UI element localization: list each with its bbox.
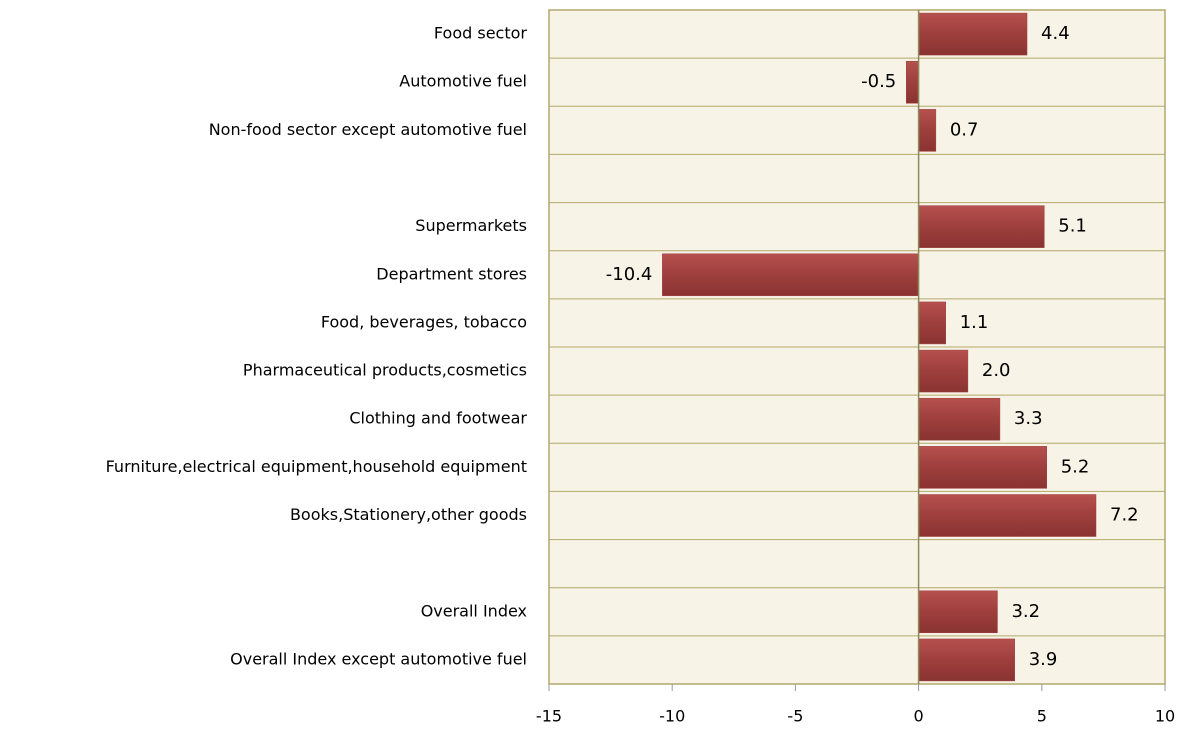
bar bbox=[662, 253, 919, 297]
category-label: Pharmaceutical products,cosmetics bbox=[243, 361, 527, 380]
value-label: -10.4 bbox=[606, 264, 653, 285]
bar bbox=[918, 349, 969, 393]
bar bbox=[918, 301, 946, 345]
x-tick-label: 5 bbox=[1037, 707, 1047, 726]
bar bbox=[918, 494, 1097, 537]
x-tick-label: -5 bbox=[787, 707, 803, 726]
bar bbox=[918, 109, 937, 152]
x-tick-label: 0 bbox=[914, 707, 924, 726]
category-label: Automotive fuel bbox=[399, 72, 527, 91]
bar bbox=[918, 205, 1045, 248]
bar bbox=[906, 60, 919, 104]
category-label: Non-food sector except automotive fuel bbox=[209, 120, 527, 139]
category-label: Furniture,electrical equipment,household… bbox=[106, 457, 527, 476]
x-tick-label: -15 bbox=[536, 707, 562, 726]
value-label: 5.1 bbox=[1058, 216, 1087, 237]
value-label: 3.9 bbox=[1029, 649, 1058, 670]
value-label: 5.2 bbox=[1061, 456, 1090, 477]
x-tick-label: 10 bbox=[1155, 707, 1175, 726]
value-label: 3.3 bbox=[1014, 408, 1043, 429]
value-label: 1.1 bbox=[960, 312, 989, 333]
category-label: Overall Index bbox=[421, 601, 527, 620]
category-label: Clothing and footwear bbox=[349, 409, 527, 428]
category-label: Food sector bbox=[434, 24, 527, 43]
category-label: Department stores bbox=[376, 264, 527, 283]
value-label: 4.4 bbox=[1041, 23, 1070, 44]
value-label: 0.7 bbox=[950, 119, 979, 140]
bar bbox=[918, 12, 1028, 56]
value-label: 3.2 bbox=[1011, 601, 1040, 622]
bar bbox=[918, 397, 1001, 441]
bar bbox=[918, 638, 1015, 682]
category-label: Supermarkets bbox=[415, 216, 527, 235]
bar bbox=[918, 590, 998, 634]
value-label: 2.0 bbox=[982, 360, 1011, 381]
category-label: Food, beverages, tobacco bbox=[321, 312, 527, 331]
x-tick-label: -10 bbox=[659, 707, 685, 726]
value-label: 7.2 bbox=[1110, 505, 1139, 526]
value-label: -0.5 bbox=[861, 71, 896, 92]
category-label: Overall Index except automotive fuel bbox=[230, 649, 527, 668]
category-label: Books,Stationery,other goods bbox=[290, 505, 527, 524]
bar bbox=[918, 446, 1047, 489]
